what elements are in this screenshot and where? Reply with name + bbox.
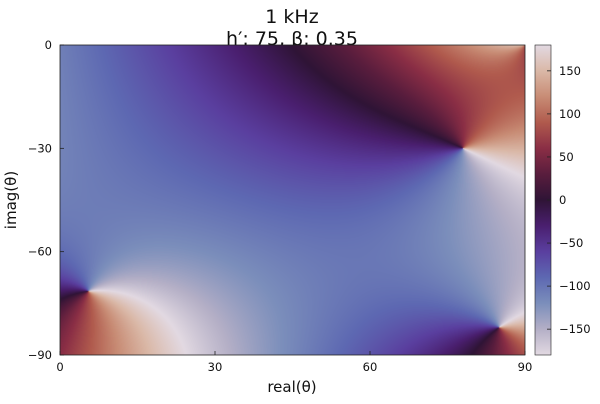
y-axis-ticks: 0 −30 −60 −90 <box>28 38 64 362</box>
colorbar-tick-label: 150 <box>559 64 581 78</box>
x-tick-label: 90 <box>518 360 533 374</box>
chart-title-line-2: h′: 75, β: 0.35 <box>226 28 358 50</box>
y-tick-label: −60 <box>28 245 52 259</box>
colorbar-tick-label: 50 <box>559 150 574 164</box>
heatmap-plot-area <box>60 45 525 355</box>
colorbar-tick-label: −100 <box>559 279 591 293</box>
colorbar-tick-label: −150 <box>559 322 591 336</box>
x-axis-ticks: 0 30 60 90 <box>56 351 532 374</box>
x-tick-label: 60 <box>363 360 378 374</box>
colorbar-tick-label: −50 <box>559 236 583 250</box>
y-tick-label: −30 <box>28 141 52 155</box>
chart-title-line-1: 1 kHz <box>265 6 318 28</box>
colorbar-tick-label: 100 <box>559 107 581 121</box>
plot-frame <box>59 44 526 356</box>
heatmap-canvas <box>60 45 525 355</box>
y-tick-label: −90 <box>28 348 52 362</box>
colorbar-tick-label: 0 <box>559 193 566 207</box>
y-axis-label: imag(θ) <box>2 171 20 229</box>
colorbar-ticks: 150 100 50 0 −50 −100 −150 <box>547 64 591 336</box>
x-tick-label: 0 <box>56 360 63 374</box>
x-axis-label: real(θ) <box>267 378 316 396</box>
x-tick-label: 30 <box>208 360 223 374</box>
y-tick-label: 0 <box>45 38 52 52</box>
